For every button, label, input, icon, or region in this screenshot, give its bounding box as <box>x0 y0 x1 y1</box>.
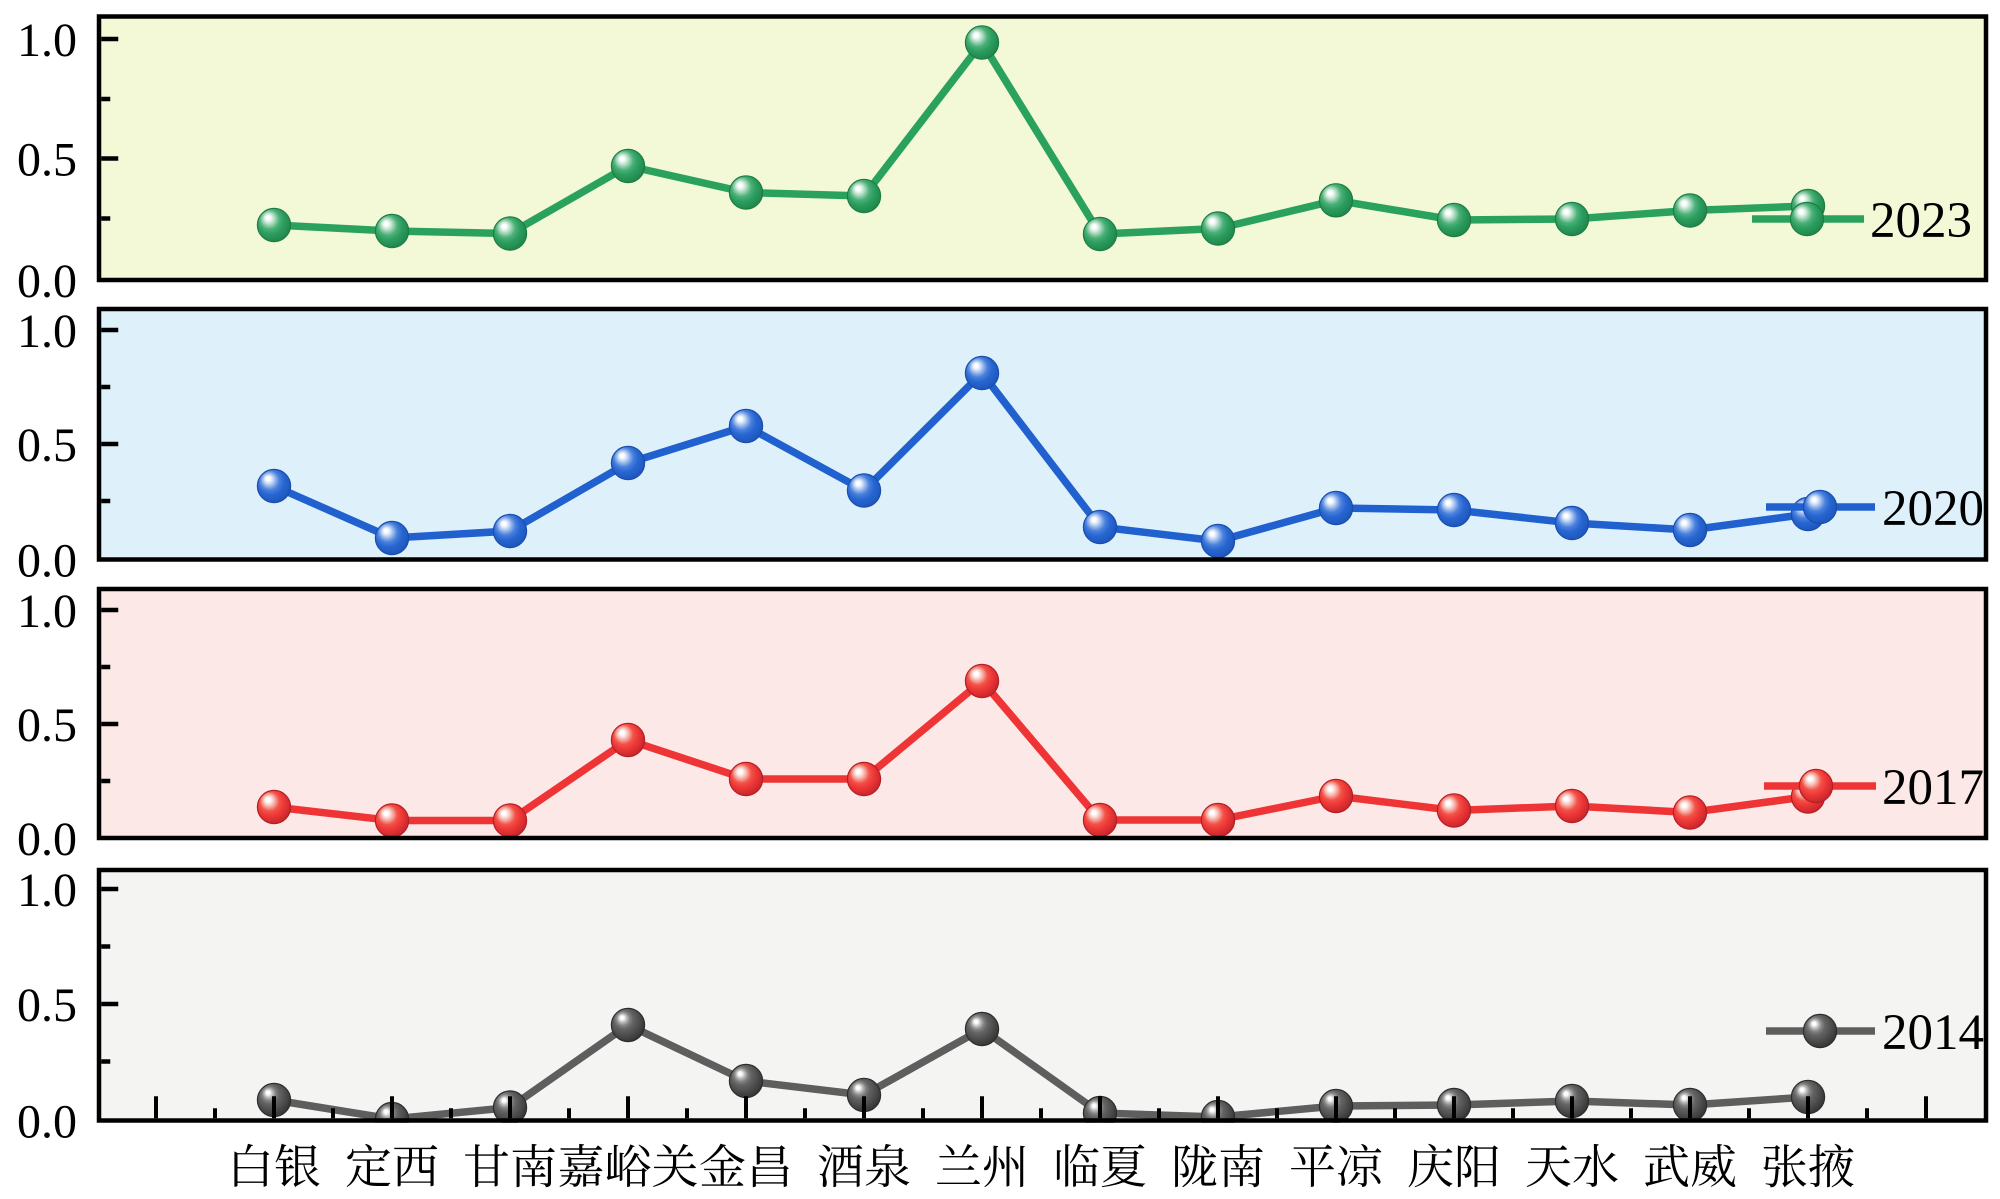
svg-text:2014: 2014 <box>1882 1005 1984 1061</box>
svg-text:0.0: 0.0 <box>17 535 77 588</box>
svg-text:1.0: 1.0 <box>17 14 77 67</box>
svg-text:1.0: 1.0 <box>17 864 77 917</box>
svg-text:0.5: 0.5 <box>17 979 77 1032</box>
svg-text:2023: 2023 <box>1870 193 1972 249</box>
svg-text:0.5: 0.5 <box>17 419 77 472</box>
svg-text:2017: 2017 <box>1882 760 1984 816</box>
svg-text:0.0: 0.0 <box>17 1096 77 1149</box>
svg-text:1.0: 1.0 <box>17 305 77 358</box>
svg-text:0.0: 0.0 <box>17 813 77 866</box>
svg-text:0.0: 0.0 <box>17 255 77 308</box>
svg-text:0.5: 0.5 <box>17 699 77 752</box>
svg-text:1.0: 1.0 <box>17 585 77 638</box>
svg-text:2020: 2020 <box>1882 481 1984 537</box>
svg-text:0.5: 0.5 <box>17 134 77 187</box>
